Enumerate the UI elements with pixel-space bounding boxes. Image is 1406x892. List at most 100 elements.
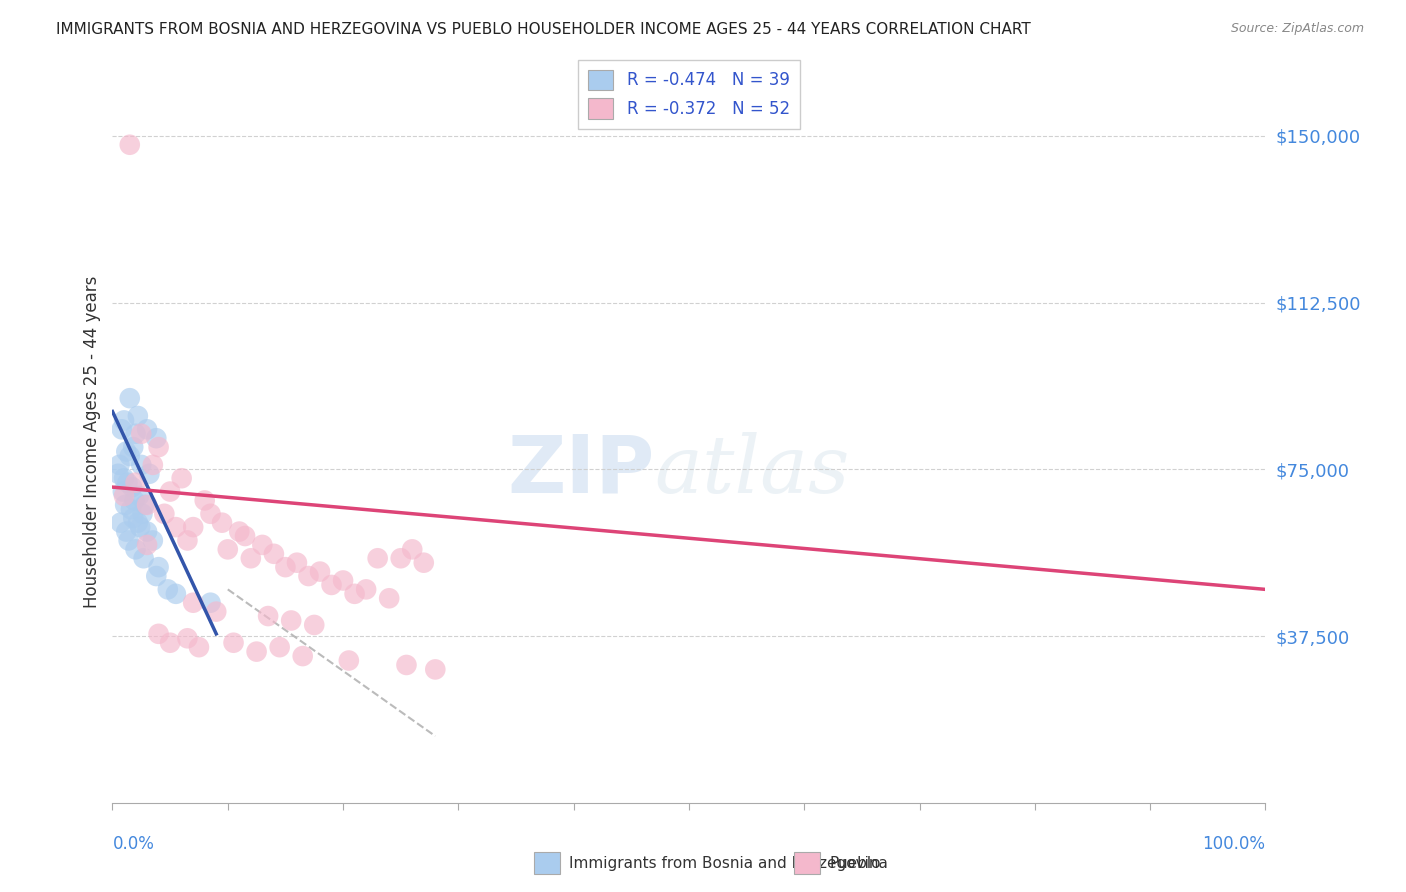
Point	[142, 533, 165, 548]
Point	[269, 640, 291, 655]
Point	[118, 449, 141, 463]
Point	[112, 471, 135, 485]
Point	[176, 533, 198, 548]
Point	[121, 480, 143, 494]
Point	[131, 507, 153, 521]
Text: 0.0%: 0.0%	[112, 835, 155, 854]
Text: ZIP: ZIP	[508, 432, 654, 509]
Point	[138, 467, 160, 481]
Point	[165, 520, 187, 534]
Point	[118, 137, 141, 152]
Point	[389, 551, 412, 566]
Point	[129, 520, 152, 534]
Point	[233, 529, 256, 543]
Text: Immigrants from Bosnia and Herzegovina: Immigrants from Bosnia and Herzegovina	[569, 856, 889, 871]
Point	[117, 475, 139, 490]
Legend: R = -0.474   N = 39, R = -0.372   N = 52: R = -0.474 N = 39, R = -0.372 N = 52	[578, 60, 800, 128]
Point	[257, 609, 280, 624]
Text: 100.0%: 100.0%	[1202, 835, 1265, 854]
Point	[309, 565, 332, 579]
Point	[188, 640, 211, 655]
Point	[124, 426, 146, 441]
Point	[239, 551, 262, 566]
Point	[134, 498, 156, 512]
Point	[205, 605, 228, 619]
Point	[127, 409, 149, 423]
Point	[280, 614, 302, 628]
Point	[112, 489, 135, 503]
Point	[332, 574, 354, 588]
Point	[263, 547, 285, 561]
Point	[124, 475, 146, 490]
Point	[132, 551, 155, 566]
Point	[425, 662, 447, 676]
Point	[129, 426, 153, 441]
Point	[110, 516, 132, 530]
Point	[153, 507, 176, 521]
Point	[246, 645, 269, 659]
Point	[304, 618, 326, 632]
Point	[159, 636, 181, 650]
Point	[124, 542, 146, 557]
Point	[117, 533, 139, 548]
Text: Pueblo: Pueblo	[830, 856, 882, 871]
Point	[181, 520, 204, 534]
Point	[148, 440, 170, 454]
Point	[107, 467, 129, 481]
Point	[378, 591, 401, 606]
Point	[111, 422, 134, 436]
Point	[211, 516, 233, 530]
Point	[112, 413, 135, 427]
Point	[127, 516, 149, 530]
Point	[200, 596, 222, 610]
Point	[321, 578, 343, 592]
Point	[120, 502, 142, 516]
Point	[252, 538, 274, 552]
Point	[159, 484, 181, 499]
Point	[228, 524, 250, 539]
Point	[122, 511, 145, 525]
Point	[367, 551, 389, 566]
Point	[128, 489, 150, 503]
Point	[222, 636, 245, 650]
Point	[129, 458, 153, 472]
Point	[115, 524, 138, 539]
Point	[115, 444, 138, 458]
Point	[395, 657, 418, 672]
Text: IMMIGRANTS FROM BOSNIA AND HERZEGOVINA VS PUEBLO HOUSEHOLDER INCOME AGES 25 - 44: IMMIGRANTS FROM BOSNIA AND HERZEGOVINA V…	[56, 22, 1031, 37]
Point	[200, 507, 222, 521]
Point	[291, 649, 314, 664]
Text: Source: ZipAtlas.com: Source: ZipAtlas.com	[1230, 22, 1364, 36]
Point	[118, 391, 141, 405]
Point	[297, 569, 319, 583]
Point	[194, 493, 217, 508]
Point	[148, 560, 170, 574]
Point	[108, 458, 131, 472]
Point	[274, 560, 297, 574]
Point	[170, 471, 193, 485]
Point	[176, 632, 198, 646]
Point	[285, 556, 308, 570]
Point	[111, 484, 134, 499]
Point	[124, 493, 146, 508]
Point	[354, 582, 377, 597]
Text: atlas: atlas	[654, 432, 849, 509]
Point	[343, 587, 366, 601]
Point	[148, 627, 170, 641]
Point	[136, 422, 159, 436]
Point	[145, 569, 167, 583]
Point	[142, 458, 165, 472]
Point	[145, 431, 167, 445]
Point	[136, 524, 159, 539]
Point	[401, 542, 423, 557]
Point	[122, 440, 145, 454]
Y-axis label: Householder Income Ages 25 - 44 years: Householder Income Ages 25 - 44 years	[83, 276, 101, 607]
Point	[136, 498, 159, 512]
Point	[165, 587, 187, 601]
Point	[412, 556, 434, 570]
Point	[136, 538, 159, 552]
Point	[337, 653, 360, 667]
Point	[181, 596, 204, 610]
Point	[114, 498, 136, 512]
Point	[217, 542, 239, 557]
